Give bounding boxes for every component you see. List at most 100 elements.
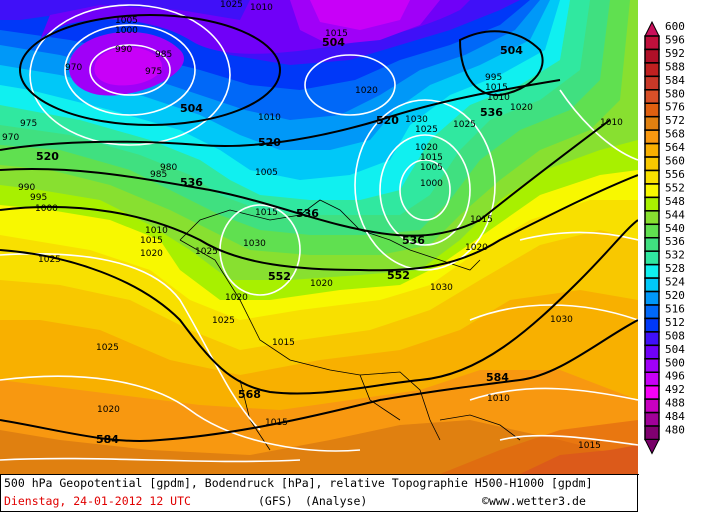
isobar-label: 985	[155, 50, 172, 60]
geopotential-label: 552	[387, 269, 410, 282]
legend-swatch	[644, 331, 660, 347]
isobar-label: 1025	[415, 125, 438, 135]
legend-label: 560	[665, 155, 685, 168]
legend-label: 540	[665, 222, 685, 235]
legend-swatch	[644, 411, 660, 427]
isobar-label: 1010	[250, 3, 273, 13]
chart-date: Dienstag, 24-01-2012 12 UTC	[4, 494, 191, 508]
legend-label: 588	[665, 60, 685, 73]
isobar-label: 1015	[272, 338, 295, 348]
legend-swatch	[644, 183, 660, 199]
geopotential-label: 536	[480, 106, 503, 119]
legend-label: 516	[665, 302, 685, 315]
isobar-label: 1015	[420, 153, 443, 163]
legend-swatch	[644, 156, 660, 172]
geopotential-label: 536	[180, 176, 203, 189]
isobar-label: 1015	[325, 29, 348, 39]
legend-swatch	[644, 129, 660, 145]
geopotential-label: 536	[402, 234, 425, 247]
isobar-label: 1020	[140, 249, 163, 259]
isobar-label: 1010	[487, 394, 510, 404]
isobar-label: 975	[20, 119, 37, 129]
geopotential-label: 520	[36, 150, 59, 163]
topo-fill-496	[94, 0, 410, 86]
legend-label: 584	[665, 74, 685, 87]
legend-label: 512	[665, 316, 685, 329]
legend-swatch	[644, 371, 660, 387]
legend-arrow-bottom	[644, 439, 660, 455]
legend-label: 520	[665, 289, 685, 302]
caption-box	[0, 474, 638, 512]
topo-fill-576	[440, 420, 638, 474]
isobar-label: 1015	[470, 215, 493, 225]
isobars	[0, 4, 638, 463]
legend-label: 564	[665, 141, 685, 154]
isobar-label: 990	[18, 183, 35, 193]
legend-swatch	[644, 169, 660, 185]
legend-swatch	[644, 263, 660, 279]
isobar-label: 985	[150, 170, 167, 180]
legend-swatch	[644, 142, 660, 158]
legend-label: 552	[665, 181, 685, 194]
legend-swatch	[644, 196, 660, 212]
site-link[interactable]: www.wetter3.de	[488, 494, 586, 508]
legend-swatch	[644, 398, 660, 414]
legend-label: 528	[665, 262, 685, 275]
legend-swatch	[644, 62, 660, 78]
isobar-label: 1020	[310, 279, 333, 289]
isobar-label: 970	[2, 133, 19, 143]
isobar-label: 1030	[243, 239, 266, 249]
legend-swatch	[644, 48, 660, 64]
geopotential-label: 568	[238, 388, 261, 401]
isobar-label: 995	[485, 73, 502, 83]
legend-label: 548	[665, 195, 685, 208]
legend-swatch	[644, 223, 660, 239]
isobar-label: 1010	[145, 226, 168, 236]
isobar-label: 1000	[420, 179, 443, 189]
geopotential-contours	[0, 14, 638, 442]
geopotential-label: 584	[96, 433, 119, 446]
legend-label: 536	[665, 235, 685, 248]
legend-label: 508	[665, 329, 685, 342]
isobar-label: 1030	[430, 283, 453, 293]
legend-label: 580	[665, 87, 685, 100]
legend-label: 544	[665, 208, 685, 221]
isobar-label: 990	[115, 45, 132, 55]
isobar-label: 1025	[220, 0, 243, 10]
legend-label: 484	[665, 410, 685, 423]
coastline	[179, 199, 521, 451]
isobar-label: 1005	[255, 168, 278, 178]
legend-swatch	[644, 425, 660, 441]
isobar-label: 1015	[485, 83, 508, 93]
isobar-label: 1010	[258, 113, 281, 123]
legend-label: 600	[665, 20, 685, 33]
geopotential-label: 504	[322, 36, 345, 49]
isobar-label: 1025	[195, 247, 218, 257]
legend-swatch	[644, 102, 660, 118]
copyright[interactable]: ©www.wetter3.de	[482, 494, 586, 508]
isobar-label: 1015	[578, 441, 601, 451]
legend-swatch	[644, 290, 660, 306]
isobar-label: 975	[145, 67, 162, 77]
isobar-label: 1020	[355, 86, 378, 96]
copyright-icon: ©	[482, 494, 489, 508]
isobar-label: 1030	[550, 315, 573, 325]
color-legend: 600 596 592 588 584 580 576 572 568 564 560 556 552 5…	[638, 0, 704, 474]
isobar-label: 1010	[487, 93, 510, 103]
isobar-label: 1025	[212, 316, 235, 326]
legend-swatch	[644, 89, 660, 105]
isobar-label: 1020	[510, 103, 533, 113]
geopotential-label: 520	[376, 114, 399, 127]
legend-swatch	[644, 237, 660, 252]
geopotential-label: 504	[180, 102, 203, 115]
isobar-label: 1025	[38, 255, 61, 265]
legend-label: 556	[665, 168, 685, 181]
legend-swatch	[644, 384, 660, 400]
run-type: (Analyse)	[305, 494, 368, 508]
isobar-label: 980	[160, 163, 177, 173]
legend-label: 592	[665, 47, 685, 60]
isobar-label: 1005	[420, 163, 443, 173]
legend-swatch	[644, 317, 660, 333]
